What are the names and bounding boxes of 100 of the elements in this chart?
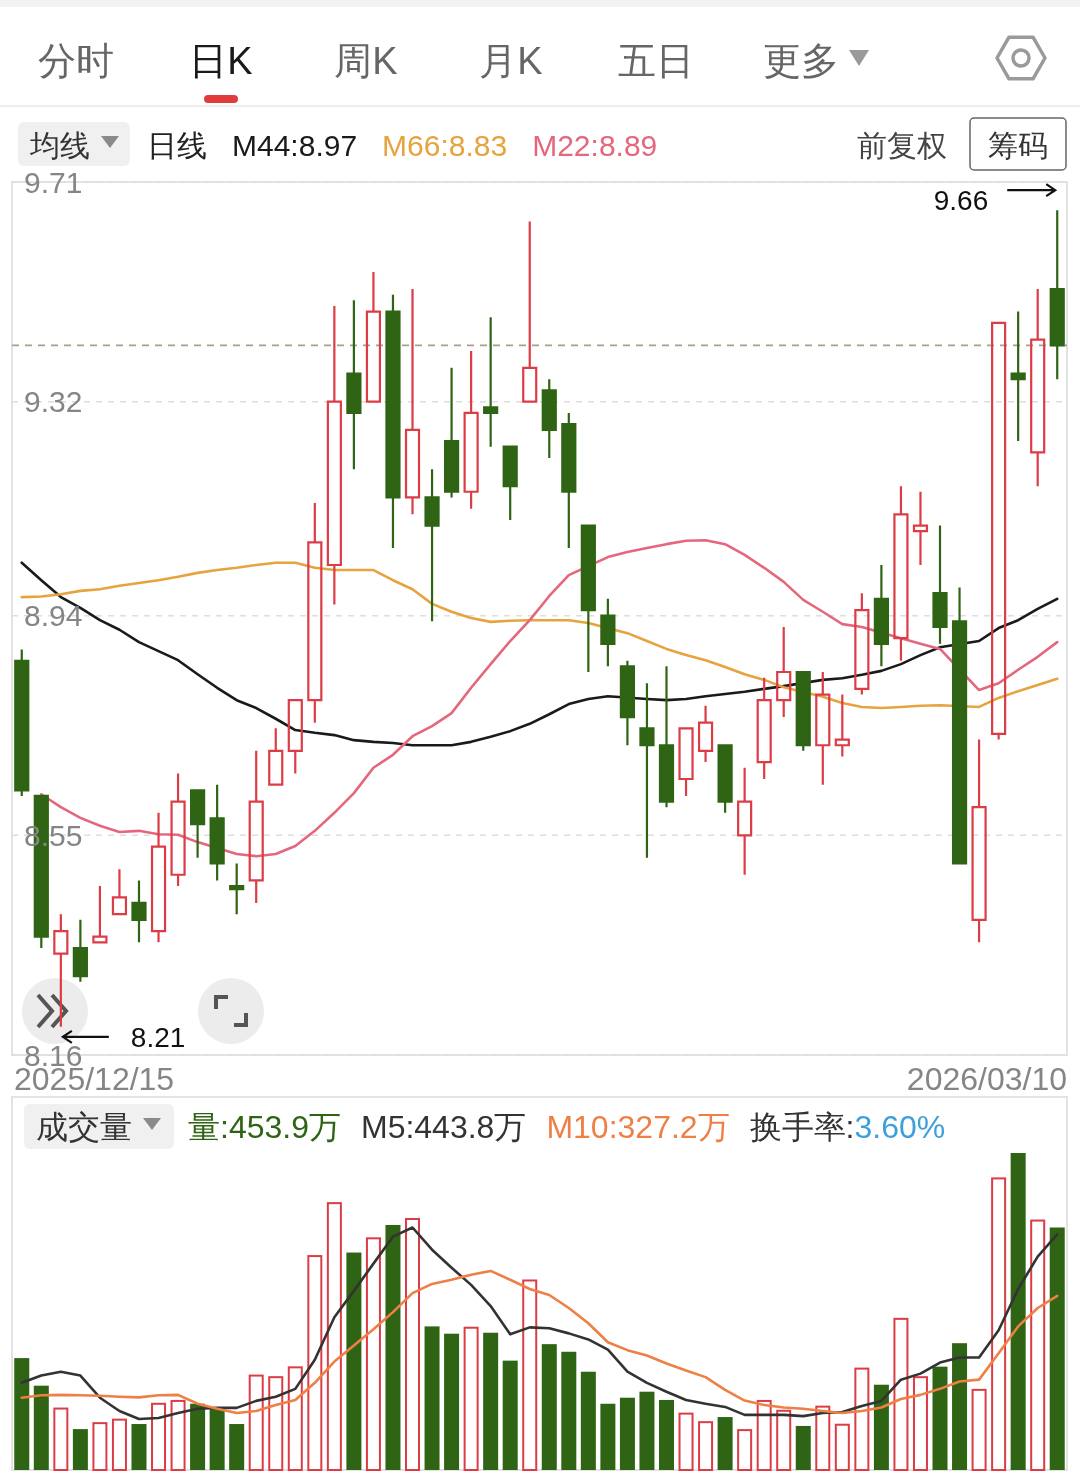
- candlestick: [873, 563, 889, 668]
- candlestick: [756, 676, 772, 781]
- candlestick: [268, 727, 284, 786]
- bar: [151, 1402, 167, 1471]
- candlestick: [131, 879, 147, 944]
- text: 换手率:: [749, 1109, 855, 1145]
- candlestick: [893, 485, 909, 662]
- y-tick-label: 8.94: [24, 599, 83, 633]
- bar: [776, 1409, 792, 1471]
- candlestick: [365, 271, 382, 403]
- line-series: [20, 561, 1059, 710]
- bar: [795, 1425, 811, 1470]
- text: 日K: [189, 40, 253, 82]
- bar: [190, 1403, 206, 1470]
- bar: [893, 1317, 909, 1471]
- candlestick: [346, 299, 362, 471]
- bar: [737, 1429, 753, 1471]
- bar: [131, 1424, 147, 1471]
- bar: [405, 1217, 421, 1471]
- candlestick: [72, 918, 88, 983]
- text: 前复权: [857, 129, 947, 162]
- bar: [53, 1407, 69, 1471]
- candlestick: [502, 445, 518, 522]
- candlestick: [248, 749, 264, 905]
- candlestick: [541, 378, 557, 460]
- bar: [346, 1252, 362, 1470]
- candlestick: [737, 766, 753, 876]
- bar: [756, 1399, 772, 1471]
- candlestick: [14, 648, 30, 798]
- text: 分时: [38, 40, 114, 82]
- candlestick: [639, 682, 655, 859]
- bar: [307, 1255, 323, 1471]
- text: M10:327.2万: [546, 1109, 730, 1145]
- bar: [658, 1399, 674, 1470]
- bar: [854, 1367, 870, 1471]
- candlestick: [92, 884, 108, 944]
- candlestick: [385, 293, 401, 550]
- bar: [561, 1351, 577, 1470]
- candlestick: [932, 524, 948, 645]
- bar: [541, 1344, 557, 1470]
- candlestick: [170, 772, 186, 888]
- text: 日线: [147, 129, 207, 162]
- candlestick: [600, 597, 616, 668]
- bar: [522, 1279, 538, 1471]
- bar: [463, 1326, 479, 1471]
- line-series: [20, 561, 1059, 747]
- candlestick: [483, 316, 499, 448]
- bar: [1049, 1227, 1065, 1470]
- bar: [619, 1397, 635, 1470]
- bar: [912, 1376, 928, 1471]
- text: 2026/03/10: [906, 1061, 1067, 1097]
- candlestick: [912, 490, 929, 567]
- candlestick: [1030, 287, 1046, 488]
- candlestick: [53, 913, 69, 1028]
- candlestick: [424, 468, 440, 623]
- candlestick: [854, 592, 870, 696]
- candlestick: [951, 586, 968, 865]
- text: 筹码: [988, 129, 1048, 162]
- bar: [33, 1385, 49, 1470]
- candlestick: [697, 704, 714, 764]
- bar: [971, 1388, 987, 1471]
- bar: [1030, 1219, 1046, 1471]
- annotation: 9.66: [933, 185, 989, 217]
- candlestick: [991, 321, 1007, 741]
- bar: [209, 1407, 225, 1470]
- candlestick: [150, 811, 167, 944]
- candlestick: [815, 670, 831, 786]
- bar: [1010, 1153, 1026, 1470]
- bar: [229, 1424, 245, 1471]
- bar: [717, 1417, 733, 1470]
- bar: [678, 1412, 694, 1471]
- candlestick: [287, 699, 303, 775]
- text: 均线: [29, 129, 90, 162]
- candlestick: [561, 411, 577, 550]
- candlestick: [717, 744, 733, 814]
- candlestick: [1010, 310, 1026, 443]
- bar: [834, 1423, 850, 1471]
- bar: [991, 1177, 1007, 1471]
- bar: [815, 1405, 831, 1471]
- text: 月K: [479, 40, 543, 82]
- bar: [424, 1326, 440, 1470]
- bar: [698, 1421, 714, 1471]
- text: 周K: [334, 40, 398, 82]
- candlestick: [307, 501, 323, 724]
- candlestick: [111, 868, 128, 916]
- bar: [600, 1403, 616, 1470]
- y-tick-label: 9.32: [24, 385, 83, 419]
- text: 量:453.9万: [188, 1109, 341, 1145]
- text: M22:8.89: [532, 129, 658, 162]
- bar: [92, 1422, 108, 1471]
- text: 3.60%: [854, 1109, 946, 1145]
- text: M44:8.97: [232, 129, 358, 162]
- annotation: 8.21: [130, 1021, 186, 1053]
- bar: [14, 1358, 30, 1470]
- bar: [639, 1391, 655, 1470]
- candlestick: [619, 659, 636, 747]
- bar: [444, 1333, 460, 1470]
- bar: [248, 1374, 264, 1471]
- candlestick: [834, 693, 850, 758]
- text: 更多: [763, 40, 839, 82]
